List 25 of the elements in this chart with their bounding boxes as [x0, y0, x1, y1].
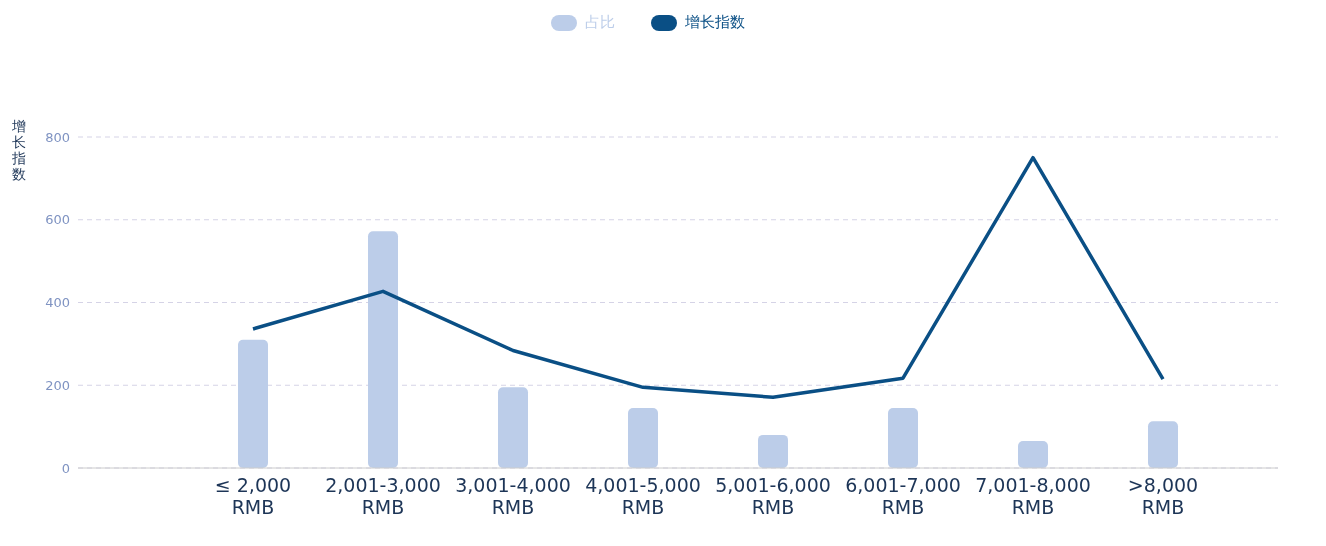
- x-tick-label: 3,001-4,000 RMB: [455, 474, 571, 518]
- legend-label: 占比: [584, 13, 615, 32]
- y-axis-title: 增长指数: [12, 118, 26, 182]
- y-tick-label: 800: [45, 129, 70, 145]
- bar: [628, 408, 658, 468]
- x-tick-label: 2,001-3,000 RMB: [325, 474, 441, 518]
- x-tick-label: ≤ 2,000 RMB: [214, 474, 292, 518]
- x-tick-label: 5,001-6,000 RMB: [715, 474, 831, 518]
- bar: [368, 231, 398, 468]
- bar: [888, 408, 918, 468]
- bar: [238, 339, 268, 468]
- y-tick-label: 600: [45, 212, 70, 228]
- bar: [1018, 441, 1048, 468]
- x-tick-label: >8,000 RMB: [1127, 474, 1199, 518]
- legend-label: 增长指数: [684, 13, 745, 32]
- y-tick-label: 200: [45, 377, 70, 393]
- bar: [1148, 421, 1178, 468]
- x-tick-label: 7,001-8,000 RMB: [975, 474, 1091, 518]
- bar: [758, 434, 788, 468]
- bar: [498, 387, 528, 468]
- y-tick-label: 400: [45, 295, 70, 311]
- x-tick-label: 6,001-7,000 RMB: [845, 474, 961, 518]
- y-tick-label: 0: [61, 460, 70, 476]
- x-tick-label: 4,001-5,000 RMB: [585, 474, 701, 518]
- line-series: [251, 155, 1165, 399]
